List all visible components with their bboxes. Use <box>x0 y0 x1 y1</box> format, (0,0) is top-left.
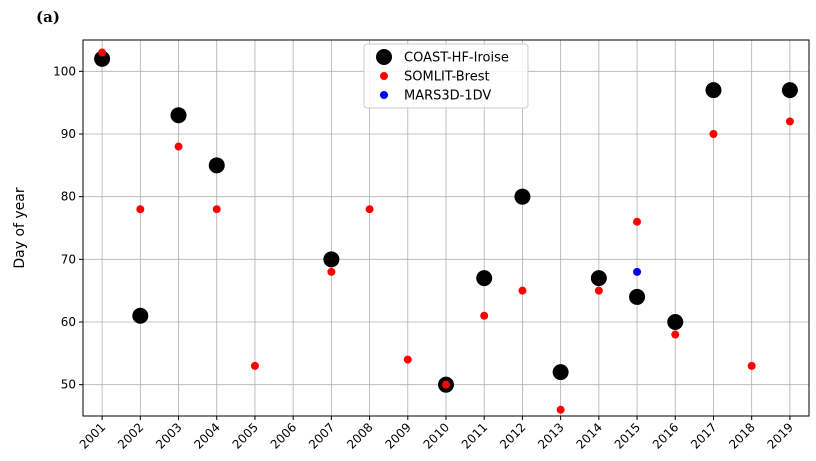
y-tick-label: 60 <box>61 315 76 329</box>
point <box>556 405 565 414</box>
point <box>594 286 603 295</box>
legend-marker <box>380 91 388 99</box>
x-tick-label: 2003 <box>153 420 184 451</box>
point <box>98 48 107 57</box>
point <box>476 270 493 287</box>
x-tick-label: 2006 <box>268 420 299 451</box>
point <box>250 361 259 370</box>
point <box>633 267 642 276</box>
annotation: (a) <box>36 8 60 26</box>
x-tick-label: 2018 <box>726 420 757 451</box>
point <box>671 330 680 339</box>
y-tick-label: 80 <box>61 190 76 204</box>
point <box>747 361 756 370</box>
point <box>174 142 183 151</box>
point <box>327 267 336 276</box>
point <box>667 314 684 330</box>
point <box>132 307 149 324</box>
point <box>323 251 340 268</box>
point <box>208 157 225 174</box>
point <box>170 107 187 124</box>
point <box>94 50 111 67</box>
plot-frame <box>82 39 810 417</box>
x-tick-label: 2004 <box>191 420 222 451</box>
x-tick-label: 2005 <box>230 420 261 451</box>
x-tick-label: 2011 <box>459 420 490 451</box>
x-tick-label: 2001 <box>77 420 108 451</box>
y-tick-label: 70 <box>61 252 76 266</box>
point <box>705 82 722 99</box>
x-tick-label: 2010 <box>421 420 452 451</box>
x-tick-label: 2016 <box>650 420 681 451</box>
x-tick-label: 2014 <box>573 420 604 451</box>
point <box>518 286 527 295</box>
point <box>785 117 794 126</box>
y-tick-label: 100 <box>53 64 76 78</box>
point <box>514 188 531 205</box>
point <box>629 288 646 305</box>
x-tick-label: 2002 <box>115 420 146 451</box>
point <box>212 205 221 214</box>
y-axis-label: Day of year <box>12 187 28 269</box>
point <box>365 205 374 214</box>
x-tick-label: 2017 <box>688 420 719 451</box>
point <box>552 364 569 381</box>
legend-marker <box>376 49 392 65</box>
legend-box <box>363 43 529 109</box>
x-tick-label: 2007 <box>306 420 337 451</box>
x-tick-label: 2013 <box>535 420 566 451</box>
legend-label: COAST-HF-Iroise <box>404 51 509 66</box>
x-tick-label: 2012 <box>497 420 528 451</box>
point <box>709 130 718 138</box>
y-tick-label: 90 <box>61 127 76 141</box>
point <box>633 217 642 226</box>
x-tick-label: 2009 <box>382 420 413 451</box>
legend-label: SOMLIT-Brest <box>404 70 490 85</box>
point <box>403 355 412 364</box>
x-tick-label: 2008 <box>344 420 375 451</box>
legend-label: MARS3D-1DV <box>404 89 491 104</box>
point <box>480 311 489 320</box>
y-tick-label: 50 <box>61 378 76 392</box>
point <box>781 82 798 99</box>
x-tick-label: 2019 <box>765 420 796 451</box>
point <box>442 380 450 389</box>
point <box>136 205 145 214</box>
legend-marker <box>380 72 388 80</box>
x-tick-label: 2015 <box>612 420 643 451</box>
point <box>590 270 607 287</box>
